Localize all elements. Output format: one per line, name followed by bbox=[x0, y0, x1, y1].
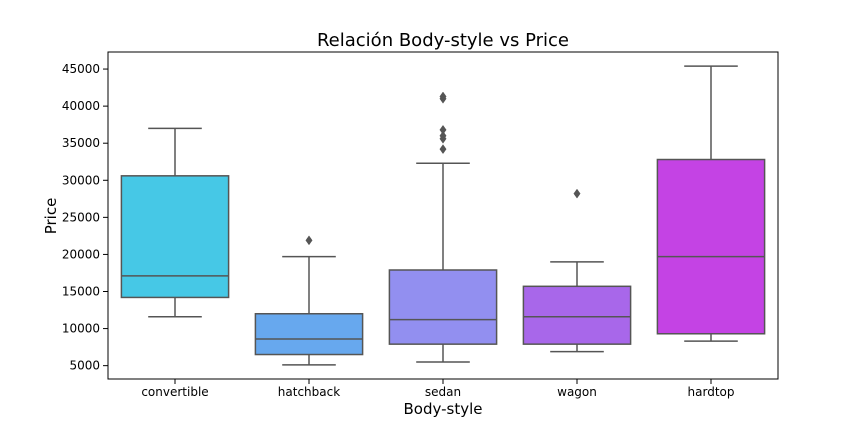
box-iqr bbox=[388, 269, 498, 345]
box-group-wagon bbox=[522, 188, 632, 353]
y-tick-label: 10000 bbox=[62, 322, 100, 336]
outlier-point bbox=[305, 235, 313, 246]
x-tick-label: hatchback bbox=[278, 385, 340, 399]
y-tick-label: 35000 bbox=[62, 136, 100, 150]
outlier-point bbox=[439, 91, 447, 102]
x-tick-label: hardtop bbox=[688, 385, 735, 399]
y-tick-label: 40000 bbox=[62, 99, 100, 113]
box-iqr bbox=[120, 175, 230, 299]
y-tick-label: 30000 bbox=[62, 173, 100, 187]
x-tick-label: sedan bbox=[425, 385, 461, 399]
box-group-sedan bbox=[388, 91, 498, 363]
outlier-point bbox=[439, 130, 447, 141]
box-iqr bbox=[522, 285, 632, 345]
outlier-point bbox=[439, 124, 447, 135]
outlier-point bbox=[439, 144, 447, 155]
box-iqr bbox=[656, 158, 766, 335]
y-tick-label: 20000 bbox=[62, 247, 100, 261]
x-tick-label: convertible bbox=[141, 385, 208, 399]
y-axis-label: Price bbox=[42, 198, 60, 235]
y-tick-label: 25000 bbox=[62, 210, 100, 224]
y-tick-label: 5000 bbox=[69, 359, 100, 373]
box-group-hatchback bbox=[254, 235, 364, 366]
x-axis-label: Body-style bbox=[404, 400, 483, 418]
box-group-convertible bbox=[120, 127, 230, 318]
chart-title: Relación Body-style vs Price bbox=[317, 30, 569, 51]
box-group-hardtop bbox=[656, 65, 766, 342]
outlier-point bbox=[573, 188, 581, 199]
plot-area: 5000 10000 15000 20000 25000 30000 35000 40000 4… bbox=[62, 51, 779, 399]
y-tick-label: 15000 bbox=[62, 285, 100, 299]
box-iqr bbox=[254, 312, 364, 356]
y-tick-label: 45000 bbox=[62, 62, 100, 76]
x-tick-label: wagon bbox=[557, 385, 597, 399]
